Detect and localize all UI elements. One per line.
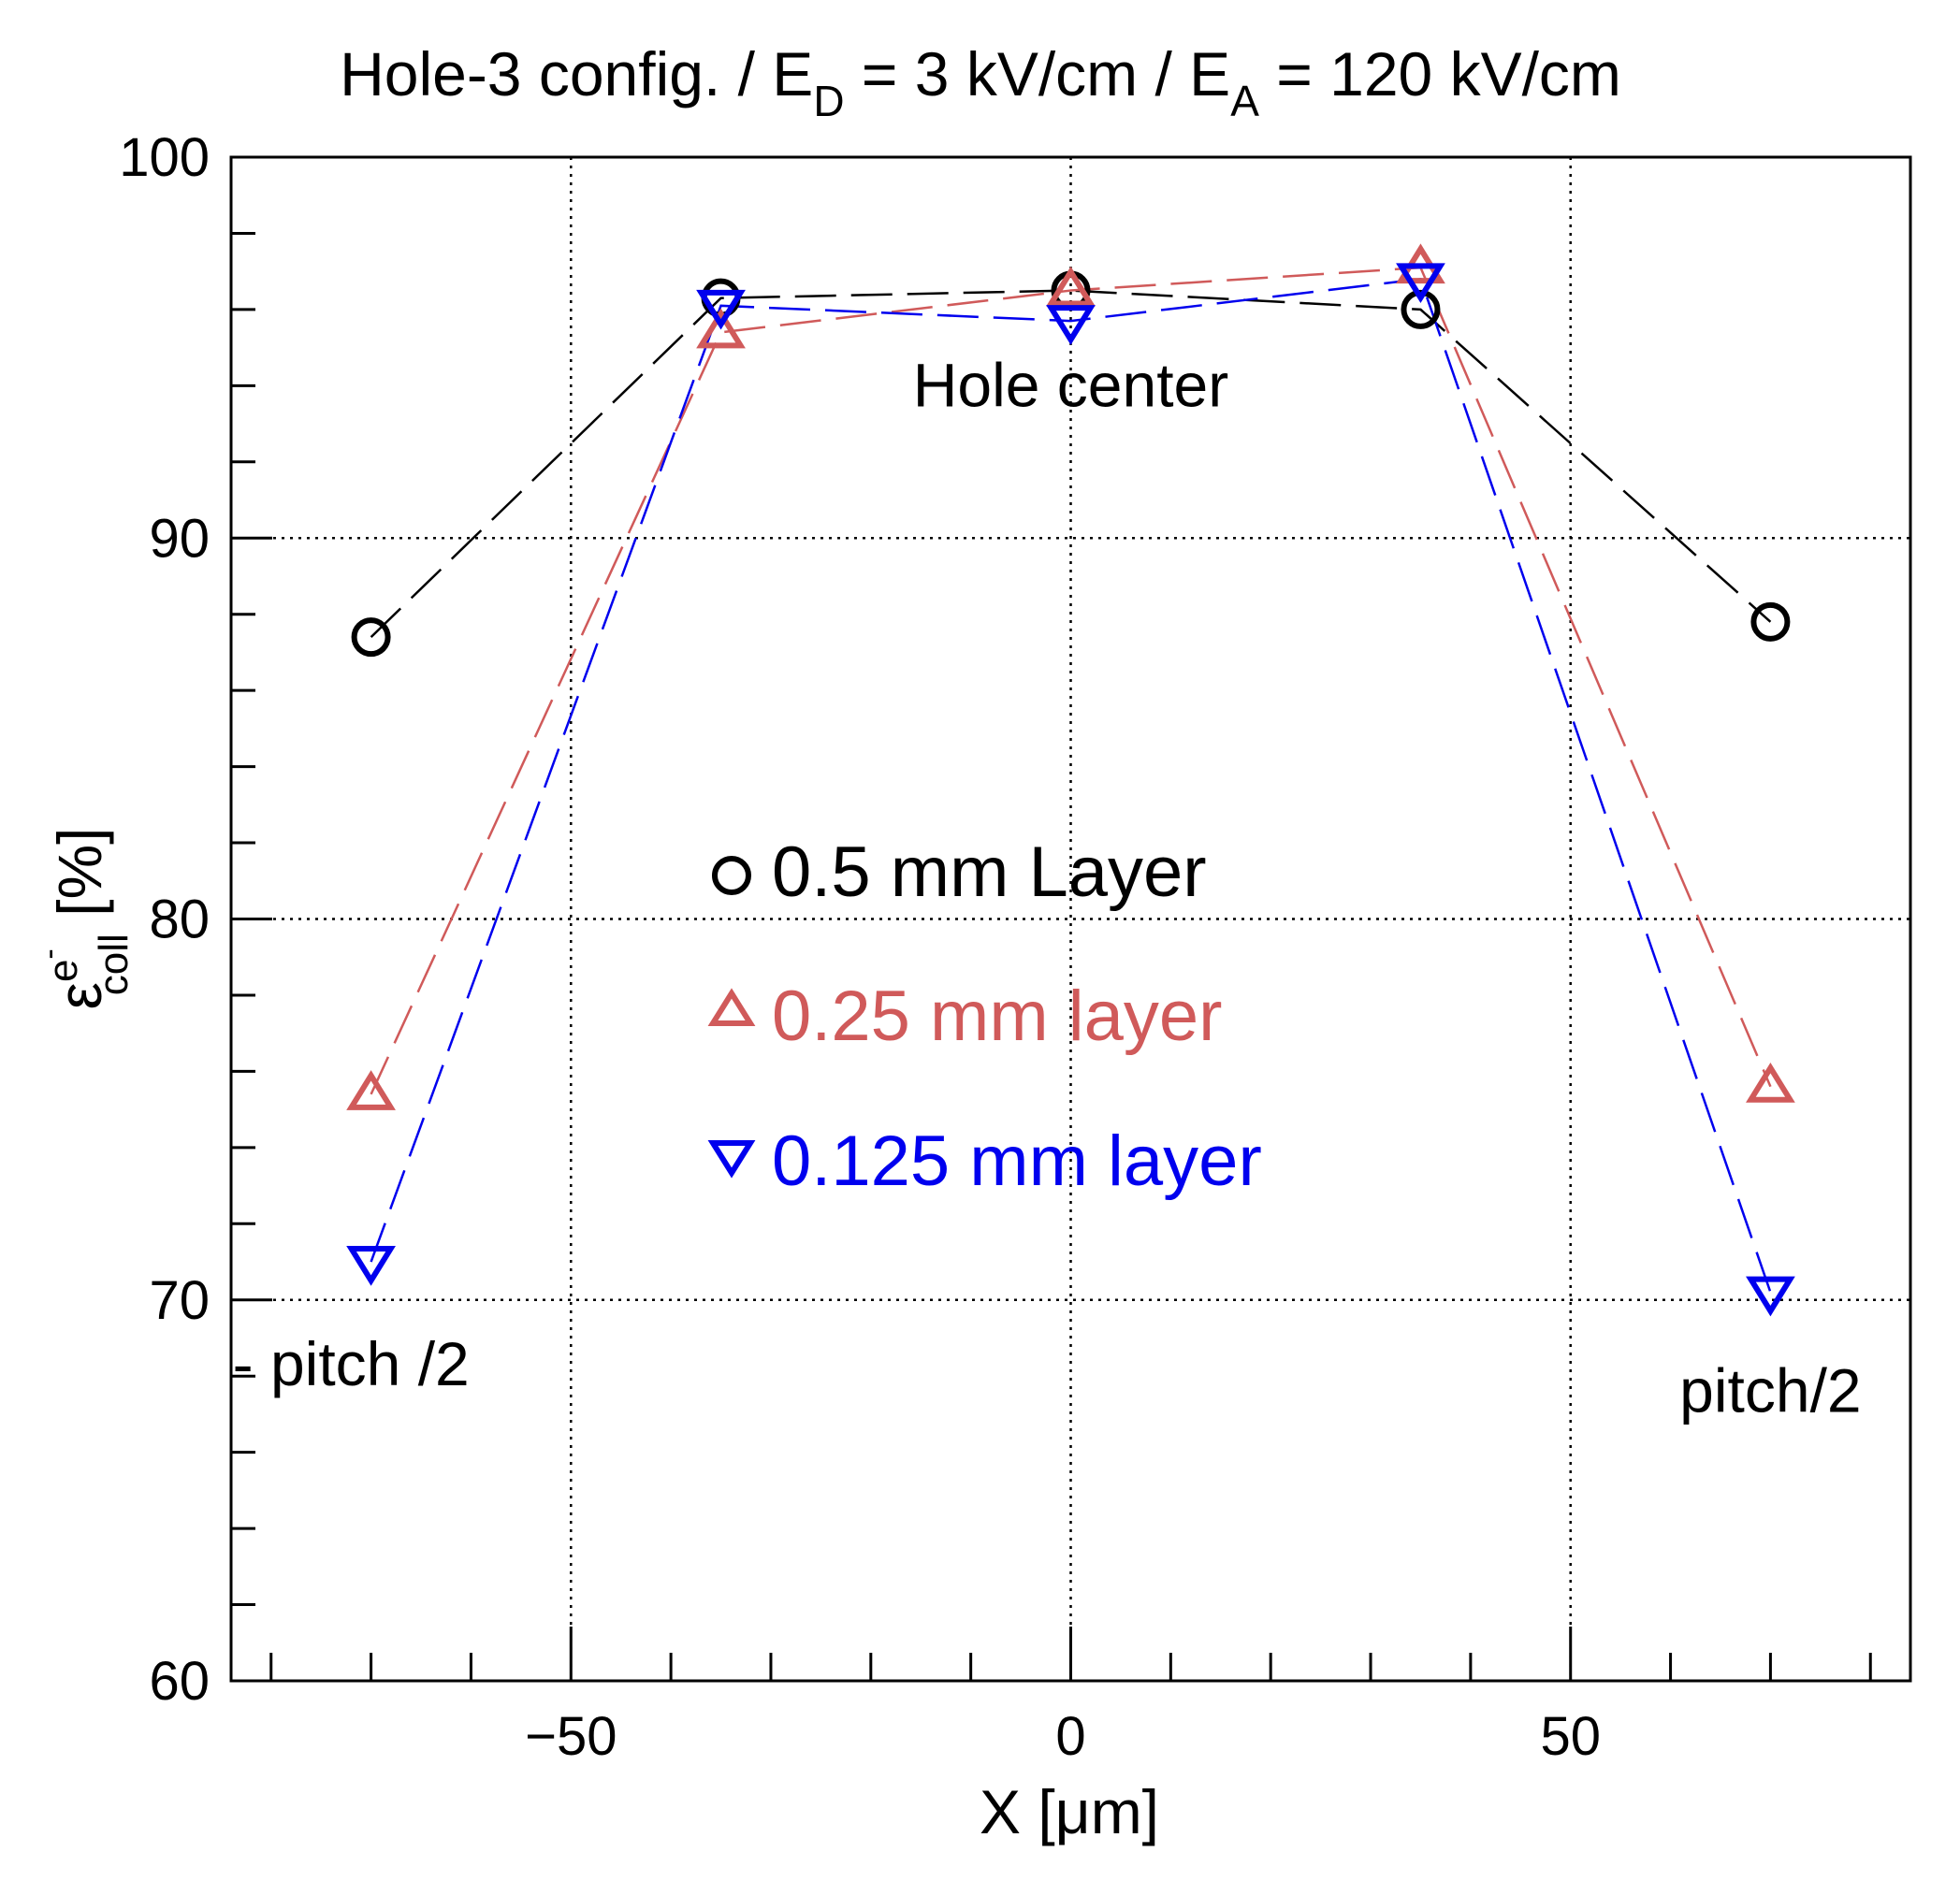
y-tick-label: 70 xyxy=(149,1270,210,1331)
legend-marker-triangle-down xyxy=(707,1140,756,1179)
x-tick-labels: −50 0 50 xyxy=(525,1706,1601,1767)
legend-marker-circle xyxy=(712,856,751,895)
x-axis-label: X [μm] xyxy=(980,1777,1159,1846)
legend-label-0-5mm: 0.5 mm Layer xyxy=(772,832,1207,912)
legend-label-0-25mm: 0.25 mm layer xyxy=(772,977,1223,1056)
y-axis-label: εe-coll [%] xyxy=(32,828,137,1010)
y-tick-label: 90 xyxy=(149,508,210,569)
marker-triangle-up xyxy=(1746,1062,1795,1103)
legend: 0.5 mm Layer 0.25 mm layer 0.125 mm laye… xyxy=(707,832,1262,1201)
y-tick-label: 100 xyxy=(119,127,210,188)
legend-entry-0-25mm: 0.25 mm layer xyxy=(707,977,1223,1056)
series-line-1 xyxy=(370,266,1772,1095)
marker-circle xyxy=(1750,601,1791,642)
axis-ticks xyxy=(231,155,1872,1683)
chart-title: Hole-3 config. / ED = 3 kV/cm / EA = 120… xyxy=(340,39,1621,125)
marker-triangle-down xyxy=(1396,263,1445,304)
y-tick-label: 80 xyxy=(149,890,210,950)
y-tick-label: 60 xyxy=(149,1651,210,1712)
marker-triangle-down xyxy=(346,1246,396,1286)
marker-triangle-up xyxy=(1046,266,1096,307)
legend-marker-triangle-up xyxy=(707,988,756,1026)
annotation-minus-pitch: - pitch /2 xyxy=(233,1329,470,1398)
legend-label-0-125mm: 0.125 mm layer xyxy=(772,1121,1262,1201)
x-tick-label: 50 xyxy=(1540,1706,1601,1767)
marker-triangle-up xyxy=(696,308,746,349)
series-markers xyxy=(346,243,1795,1317)
plot-frame xyxy=(229,155,1912,1683)
annotation-hole-center: Hole center xyxy=(913,350,1229,419)
x-tick-label: 0 xyxy=(1055,1706,1085,1767)
x-tick-label: −50 xyxy=(525,1706,617,1767)
series-line-2 xyxy=(370,277,1772,1294)
grid-lines xyxy=(231,157,1910,1681)
legend-entry-0-125mm: 0.125 mm layer xyxy=(707,1121,1262,1201)
legend-entry-0-5mm: 0.5 mm Layer xyxy=(712,832,1207,912)
marker-triangle-down xyxy=(696,289,746,330)
marker-circle xyxy=(351,617,391,658)
marker-triangle-down xyxy=(1046,305,1096,345)
annotation-pitch: pitch/2 xyxy=(1679,1355,1861,1425)
marker-triangle-down xyxy=(1746,1276,1795,1317)
series-lines xyxy=(370,266,1772,1294)
y-tick-labels: 60 70 80 90 100 xyxy=(119,127,210,1712)
marker-triangle-up xyxy=(346,1070,396,1110)
